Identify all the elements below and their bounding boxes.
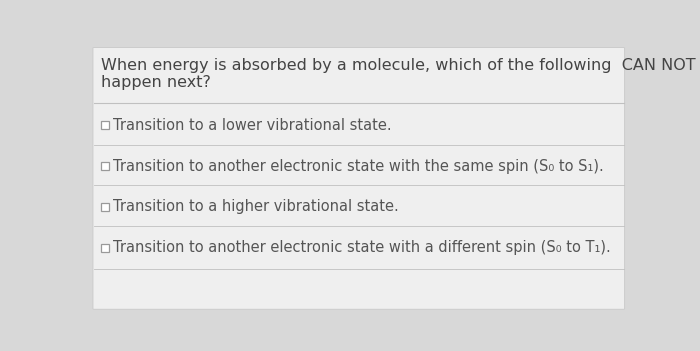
Text: Transition to another electronic state with the same spin (S₀ to S₁).: Transition to another electronic state w…	[113, 159, 604, 174]
FancyBboxPatch shape	[93, 47, 624, 309]
Bar	[102, 162, 109, 170]
Text: When energy is absorbed by a molecule, which of the following  CAN NOT: When energy is absorbed by a molecule, w…	[102, 58, 696, 73]
Text: happen next?: happen next?	[102, 75, 211, 90]
Text: Transition to a higher vibrational state.: Transition to a higher vibrational state…	[113, 199, 399, 214]
Text: Transition to a lower vibrational state.: Transition to a lower vibrational state.	[113, 118, 392, 133]
Bar	[102, 121, 109, 129]
Bar	[102, 244, 109, 252]
Text: Transition to another electronic state with a different spin (S₀ to T₁).: Transition to another electronic state w…	[113, 240, 611, 255]
Bar	[102, 203, 109, 211]
